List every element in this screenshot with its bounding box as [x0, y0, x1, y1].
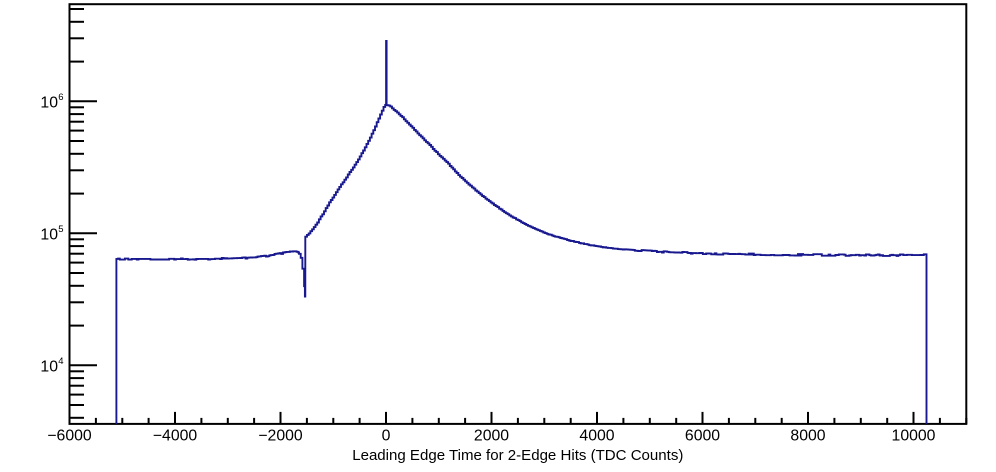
- svg-text:8000: 8000: [790, 428, 825, 445]
- svg-text:5: 5: [58, 224, 63, 235]
- svg-text:−6000: −6000: [47, 428, 92, 445]
- svg-text:10000: 10000: [892, 428, 936, 445]
- svg-text:4: 4: [58, 356, 63, 367]
- svg-text:−2000: −2000: [258, 428, 303, 445]
- svg-text:6: 6: [58, 92, 63, 103]
- svg-text:10: 10: [40, 227, 58, 244]
- svg-text:0: 0: [382, 428, 391, 445]
- svg-text:−4000: −4000: [153, 428, 198, 445]
- svg-text:10: 10: [40, 95, 58, 112]
- svg-text:2000: 2000: [474, 428, 509, 445]
- svg-text:Leading Edge Time for 2-Edge H: Leading Edge Time for 2-Edge Hits (TDC C…: [352, 447, 683, 464]
- svg-text:6000: 6000: [685, 428, 720, 445]
- svg-text:4000: 4000: [579, 428, 614, 445]
- svg-text:10: 10: [40, 359, 58, 376]
